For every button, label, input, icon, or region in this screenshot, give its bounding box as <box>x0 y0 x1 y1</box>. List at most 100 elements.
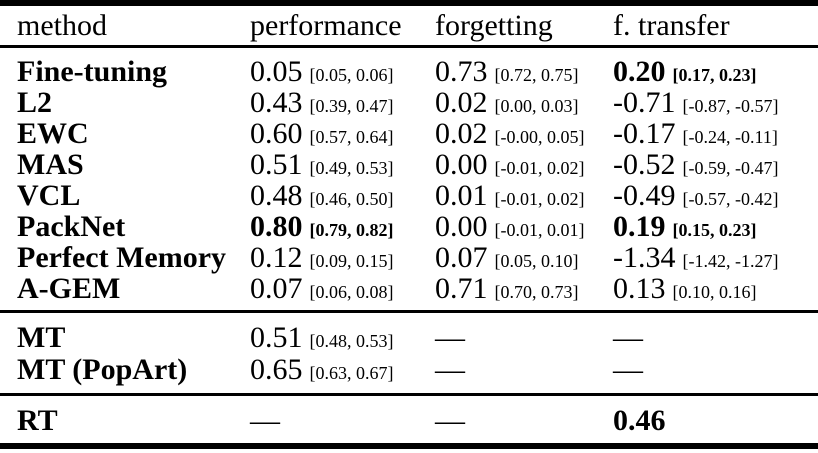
table-header-row: method performance forgetting f. transfe… <box>0 6 818 45</box>
table-rule-below-header <box>0 45 818 48</box>
performance-ci: [0.57, 0.64] <box>309 127 394 147</box>
transfer-ci: [-0.57, -0.42] <box>682 189 779 209</box>
forgetting-cell: — <box>435 354 613 386</box>
forgetting-ci: [0.72, 0.75] <box>494 65 579 85</box>
method-cell: Perfect Memory <box>17 241 227 274</box>
performance-value: 0.65 <box>250 353 303 386</box>
table-row: VCL 0.48 [0.46, 0.50] 0.01 [-0.01, 0.02] -… <box>0 180 818 211</box>
forgetting-cell: 0.00 [-0.01, 0.02] <box>435 149 613 184</box>
forgetting-cell: 0.73 [0.72, 0.75] <box>435 56 613 91</box>
forgetting-value: — <box>435 321 465 354</box>
transfer-ci: [-0.24, -0.11] <box>682 127 778 147</box>
transfer-value: 0.13 <box>613 272 666 305</box>
forgetting-ci: [0.00, 0.03] <box>494 96 579 116</box>
transfer-value: 0.46 <box>613 404 666 437</box>
table-section-reference: RT — — 0.46 <box>0 396 818 443</box>
table-rule-top <box>0 0 818 6</box>
method-cell: MT (PopArt) <box>17 353 188 386</box>
transfer-ci: [-0.87, -0.57] <box>682 96 779 116</box>
forgetting-ci: [0.05, 0.10] <box>494 251 579 271</box>
forgetting-value: 0.71 <box>435 272 488 305</box>
forgetting-value: 0.00 <box>435 148 488 181</box>
performance-ci: [0.46, 0.50] <box>309 189 394 209</box>
method-cell: RT <box>17 404 58 437</box>
table-row: MT 0.51 [0.48, 0.53] — — <box>0 322 818 354</box>
transfer-cell: — <box>613 354 812 386</box>
forgetting-ci: [-0.01, 0.02] <box>494 158 585 178</box>
performance-value: 0.05 <box>250 55 303 88</box>
table-rule-mid-1 <box>0 310 818 313</box>
performance-ci: [0.09, 0.15] <box>309 251 394 271</box>
forgetting-cell: 0.00 [-0.01, 0.01] <box>435 211 613 246</box>
table-row: MT (PopArt) 0.65 [0.63, 0.67] — — <box>0 354 818 386</box>
transfer-cell: 0.19 [0.15, 0.23] <box>613 211 812 246</box>
forgetting-value: 0.00 <box>435 210 488 243</box>
performance-value: 0.43 <box>250 86 303 119</box>
transfer-cell: -0.52 [-0.59, -0.47] <box>613 149 812 184</box>
performance-ci: [0.39, 0.47] <box>309 96 394 116</box>
forgetting-cell: — <box>435 405 613 436</box>
table-rule-mid-2 <box>0 393 818 396</box>
forgetting-value: 0.01 <box>435 179 488 212</box>
transfer-cell: 0.13 [0.10, 0.16] <box>613 273 812 308</box>
performance-ci: [0.49, 0.53] <box>309 158 394 178</box>
table-section-multitask: MT 0.51 [0.48, 0.53] — — MT (PopArt) 0.65… <box>0 313 818 393</box>
transfer-cell: — <box>613 322 812 354</box>
performance-cell: 0.51 [0.48, 0.53] <box>250 322 435 357</box>
table-row: L2 0.43 [0.39, 0.47] 0.02 [0.00, 0.03] -0.… <box>0 87 818 118</box>
method-cell: VCL <box>17 179 81 212</box>
table-row: RT — — 0.46 <box>0 405 818 436</box>
performance-ci: [0.79, 0.82] <box>309 220 394 240</box>
table-row: A-GEM 0.07 [0.06, 0.08] 0.71 [0.70, 0.73] … <box>0 273 818 304</box>
transfer-cell: 0.46 <box>613 405 812 436</box>
performance-value: 0.51 <box>250 148 303 181</box>
transfer-value: 0.20 <box>613 55 666 88</box>
forgetting-value: 0.07 <box>435 241 488 274</box>
performance-cell: 0.12 [0.09, 0.15] <box>250 242 435 277</box>
performance-cell: 0.48 [0.46, 0.50] <box>250 180 435 215</box>
forgetting-cell: 0.07 [0.05, 0.10] <box>435 242 613 277</box>
table-row: Perfect Memory 0.12 [0.09, 0.15] 0.07 [0.0… <box>0 242 818 273</box>
forgetting-value: 0.02 <box>435 86 488 119</box>
performance-ci: [0.63, 0.67] <box>309 363 394 383</box>
transfer-ci: [0.15, 0.23] <box>672 220 757 240</box>
transfer-value: -0.71 <box>613 86 676 119</box>
performance-value: 0.48 <box>250 179 303 212</box>
performance-cell: 0.07 [0.06, 0.08] <box>250 273 435 308</box>
performance-value: 0.80 <box>250 210 303 243</box>
header-performance: performance <box>250 8 402 42</box>
header-f-transfer: f. transfer <box>613 8 730 42</box>
forgetting-value: — <box>435 353 465 386</box>
performance-cell: 0.60 [0.57, 0.64] <box>250 118 435 153</box>
forgetting-cell: — <box>435 322 613 354</box>
performance-cell: — <box>250 405 435 436</box>
table-rule-bottom <box>0 443 818 449</box>
table-row: PackNet 0.80 [0.79, 0.82] 0.00 [-0.01, 0.0… <box>0 211 818 242</box>
forgetting-value: — <box>435 404 465 437</box>
transfer-ci: [0.17, 0.23] <box>672 65 757 85</box>
table-section-cl-methods: Fine-tuning 0.05 [0.05, 0.06] 0.73 [0.72, … <box>0 48 818 310</box>
performance-value: 0.51 <box>250 321 303 354</box>
transfer-cell: -1.34 [-1.42, -1.27] <box>613 242 812 277</box>
performance-cell: 0.43 [0.39, 0.47] <box>250 87 435 122</box>
method-cell: L2 <box>17 86 53 119</box>
performance-cell: 0.51 [0.49, 0.53] <box>250 149 435 184</box>
performance-value: 0.07 <box>250 272 303 305</box>
method-cell: EWC <box>17 117 89 150</box>
method-cell: MT <box>17 321 66 354</box>
forgetting-cell: 0.01 [-0.01, 0.02] <box>435 180 613 215</box>
transfer-value: -0.49 <box>613 179 676 212</box>
transfer-value: -0.52 <box>613 148 676 181</box>
forgetting-cell: 0.71 [0.70, 0.73] <box>435 273 613 308</box>
forgetting-cell: 0.02 [0.00, 0.03] <box>435 87 613 122</box>
transfer-ci: [-1.42, -1.27] <box>682 251 779 271</box>
forgetting-ci: [-0.01, 0.02] <box>494 189 585 209</box>
forgetting-cell: 0.02 [-0.00, 0.05] <box>435 118 613 153</box>
header-method: method <box>17 8 107 42</box>
forgetting-ci: [-0.00, 0.05] <box>494 127 585 147</box>
method-cell: Fine-tuning <box>17 55 168 88</box>
method-cell: A-GEM <box>17 272 121 305</box>
performance-cell: 0.80 [0.79, 0.82] <box>250 211 435 246</box>
performance-cell: 0.65 [0.63, 0.67] <box>250 354 435 389</box>
transfer-value: -0.17 <box>613 117 676 150</box>
